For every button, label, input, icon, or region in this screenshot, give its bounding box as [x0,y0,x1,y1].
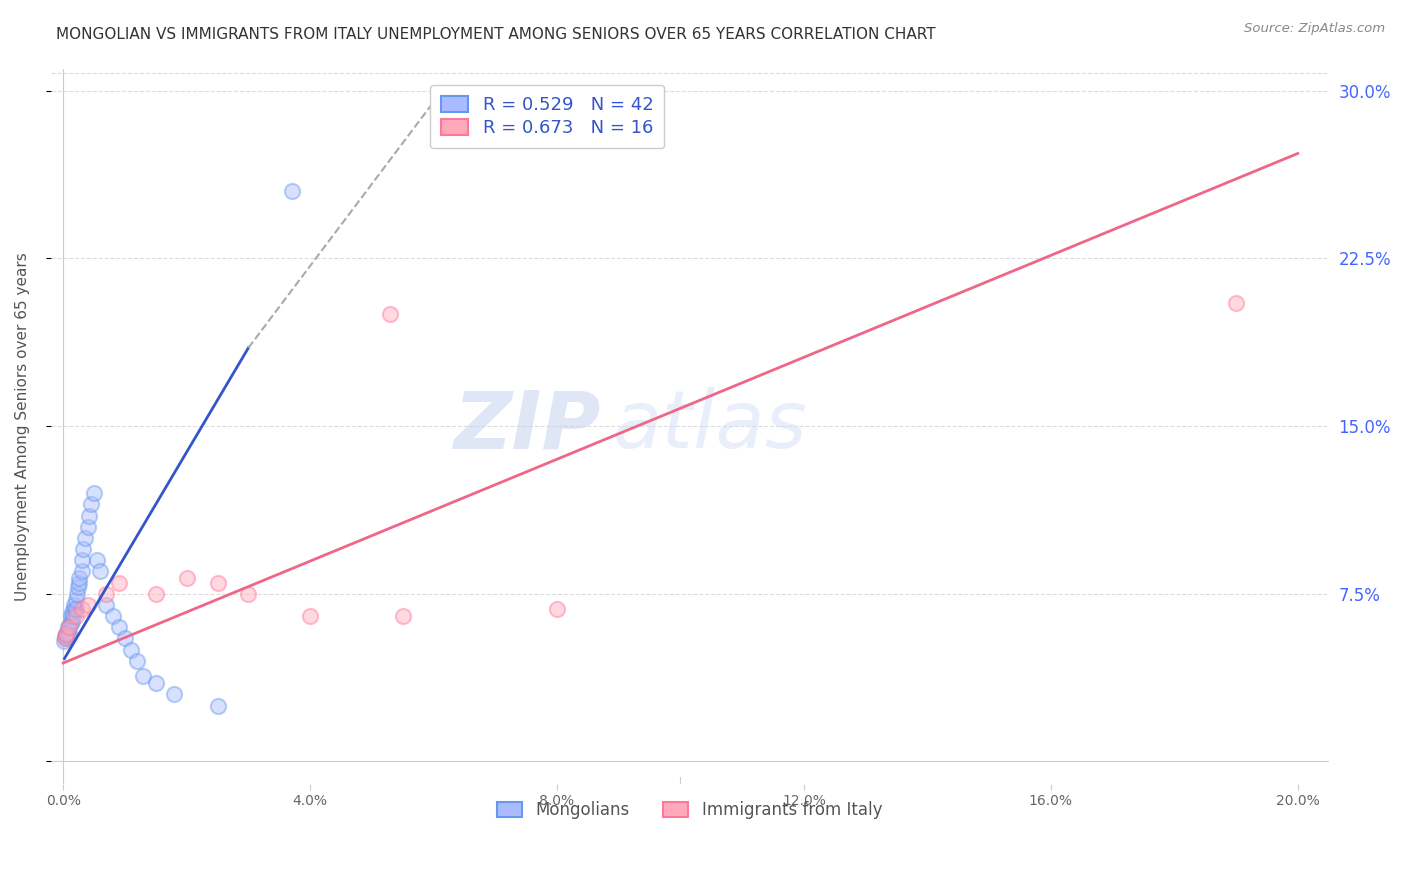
Point [55,627,77,641]
Point [391,609,413,624]
Point [76,519,98,533]
Point [163,687,186,701]
Point [60,609,83,624]
Point [176,571,198,585]
Point [101,609,124,624]
Point [70,553,93,567]
Point [65,602,87,616]
Text: Source: ZipAtlas.com: Source: ZipAtlas.com [1244,22,1385,36]
Point [56,624,79,639]
Point [86,553,108,567]
Point [96,598,118,612]
Point [70,602,93,616]
Point [114,632,136,646]
Point [62,609,84,624]
Point [72,542,94,557]
Point [62,605,84,619]
Point [127,654,149,668]
Point [70,565,93,579]
Point [280,185,302,199]
Y-axis label: Unemployment Among Seniors over 65 years: Unemployment Among Seniors over 65 years [15,252,30,600]
Point [66,587,89,601]
Point [89,565,111,579]
Point [1225,296,1247,310]
Point [83,486,105,500]
Point [107,620,129,634]
Point [67,571,90,585]
Point [207,698,229,713]
Point [73,531,96,545]
Point [76,598,98,612]
Point [120,642,142,657]
Point [380,307,402,321]
Text: atlas: atlas [613,387,808,465]
Point [58,620,80,634]
Point [238,587,260,601]
Point [77,508,100,523]
Point [80,497,103,511]
Point [60,614,83,628]
Point [56,629,79,643]
Point [546,602,568,616]
Point [63,602,86,616]
Point [67,575,90,590]
Point [56,620,79,634]
Point [207,575,229,590]
Point [299,609,322,624]
Point [55,627,77,641]
Text: MONGOLIAN VS IMMIGRANTS FROM ITALY UNEMPLOYMENT AMONG SENIORS OVER 65 YEARS CORR: MONGOLIAN VS IMMIGRANTS FROM ITALY UNEMP… [56,27,936,42]
Point [65,593,87,607]
Point [58,627,80,641]
Point [62,598,84,612]
Legend: Mongolians, Immigrants from Italy: Mongolians, Immigrants from Italy [491,794,889,825]
Point [53,629,76,643]
Point [65,609,87,624]
Point [53,632,76,646]
Text: ZIP: ZIP [453,387,600,465]
Point [53,633,76,648]
Point [132,669,155,683]
Point [59,615,82,630]
Point [145,676,167,690]
Point [66,580,89,594]
Point [58,620,80,634]
Point [145,587,167,601]
Point [96,587,118,601]
Point [55,632,77,646]
Point [107,575,129,590]
